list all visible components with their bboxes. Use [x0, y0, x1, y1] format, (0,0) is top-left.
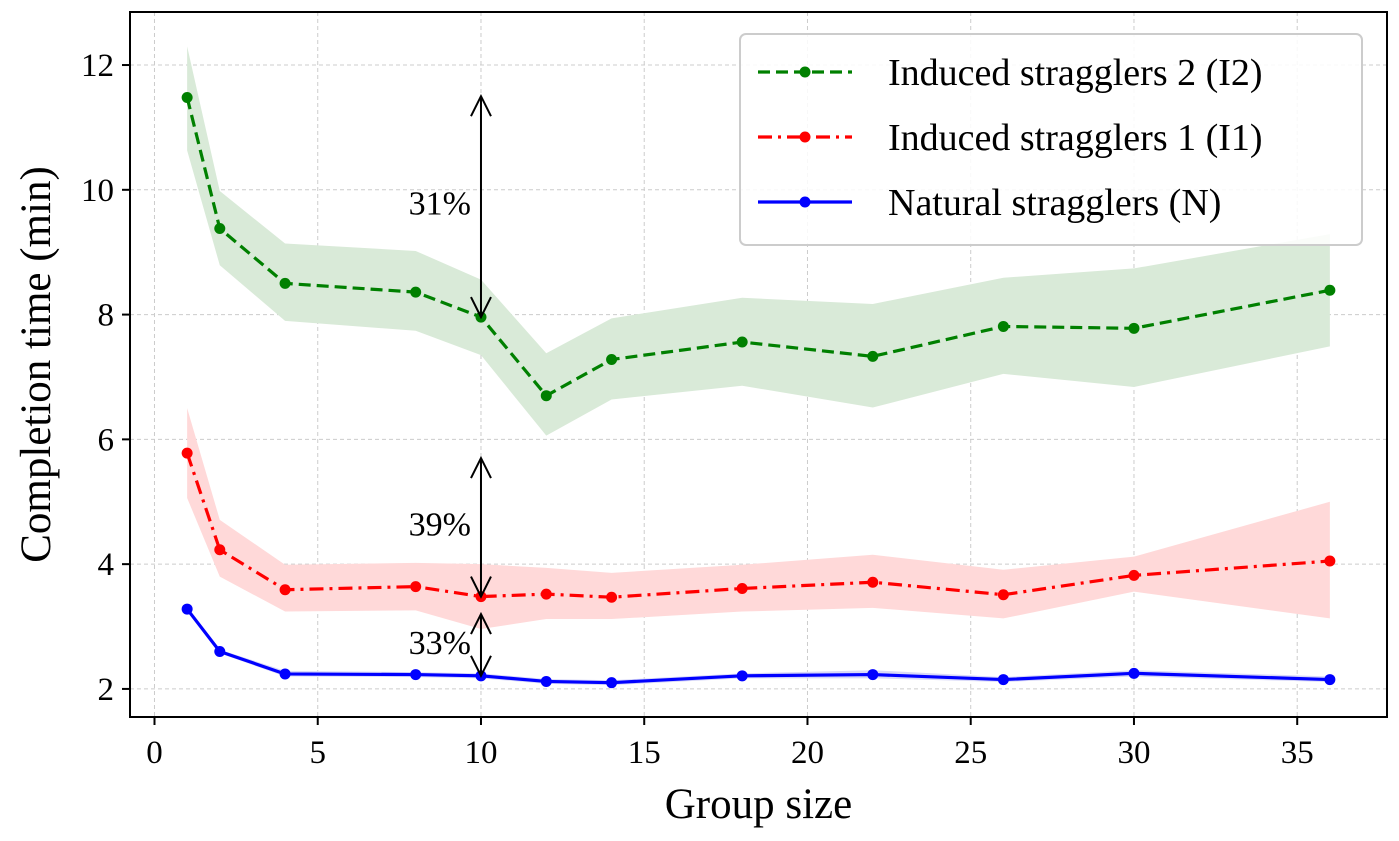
annotation-arrow-head [470, 455, 492, 479]
confidence-band [187, 46, 1330, 436]
annotation-label: 31% [409, 185, 471, 222]
annotation-label: 33% [409, 625, 471, 662]
data-point [867, 576, 879, 588]
plot-frame [129, 11, 1388, 718]
y-tick-label: 8 [98, 298, 115, 334]
x-axis-label: Group size [665, 781, 852, 828]
data-point [1324, 674, 1336, 686]
x-tick-label: 15 [628, 735, 661, 771]
series-lines [181, 91, 1336, 689]
annotation-arrow-head [470, 296, 492, 320]
data-point [736, 670, 748, 682]
legend-marker [799, 66, 811, 78]
series-line [185, 452, 1330, 599]
data-point [867, 350, 879, 362]
y-tick-label: 2 [98, 672, 115, 708]
legend-marker [799, 196, 811, 208]
data-point [606, 591, 618, 603]
y-tick-label: 6 [98, 422, 115, 458]
x-tick-label: 35 [1281, 735, 1314, 771]
series-line [185, 608, 1330, 685]
legend-box [739, 33, 1363, 246]
x-tick-label: 25 [954, 735, 987, 771]
series-line [185, 97, 1331, 398]
data-point [540, 390, 552, 402]
axis-ticks: 0 5 10 15 20 25 30 35 2 4 6 8 10 12 [81, 48, 1314, 771]
data-point [606, 677, 618, 689]
x-tick-label: 10 [464, 735, 497, 771]
data-point [1324, 555, 1336, 567]
y-tick-label: 10 [81, 173, 114, 209]
legend: Induced stragglers 2 (I2) Induced straggl… [739, 33, 1363, 246]
y-axis-label: Completion time (min) [13, 166, 60, 563]
data-point [540, 588, 552, 600]
data-point [1128, 322, 1140, 334]
y-tick-label: 4 [98, 547, 115, 583]
data-point [410, 286, 422, 298]
data-point [279, 584, 291, 596]
data-point [997, 589, 1009, 601]
annotation-arrow-head [470, 576, 492, 599]
data-point [181, 447, 193, 459]
data-point [736, 582, 748, 594]
x-tick-label: 5 [309, 735, 326, 771]
annotation-label: 39% [409, 507, 471, 544]
annotation-arrow-head [470, 611, 492, 635]
data-point [410, 669, 422, 681]
data-point [181, 91, 193, 103]
data-point [410, 581, 422, 593]
data-point [279, 668, 291, 680]
x-tick-label: 30 [1117, 735, 1150, 771]
data-point [997, 674, 1009, 686]
data-point [279, 277, 291, 289]
legend-marker [799, 131, 811, 143]
data-point [214, 544, 226, 556]
confidence-band [187, 408, 1330, 630]
x-tick-label: 0 [146, 735, 163, 771]
data-point [214, 645, 226, 657]
annotation-arrow-head [470, 93, 492, 117]
x-tick-label: 20 [791, 735, 824, 771]
annotation-arrow-head [470, 655, 492, 679]
annotations: 31% 39% 33% [409, 93, 492, 679]
legend-label: Natural stragglers (N) [888, 182, 1221, 224]
data-point [606, 354, 618, 366]
legend-label: Induced stragglers 1 (I1) [888, 117, 1263, 159]
data-point [1128, 667, 1140, 679]
data-point [214, 222, 226, 234]
data-point [736, 336, 748, 348]
data-point [867, 669, 879, 681]
legend-label: Induced stragglers 2 (I2) [888, 52, 1263, 94]
data-point [1128, 569, 1140, 581]
data-point [1324, 284, 1336, 296]
data-point [997, 320, 1009, 332]
y-tick-label: 12 [81, 48, 114, 84]
data-point [181, 603, 193, 615]
data-point [540, 675, 552, 687]
